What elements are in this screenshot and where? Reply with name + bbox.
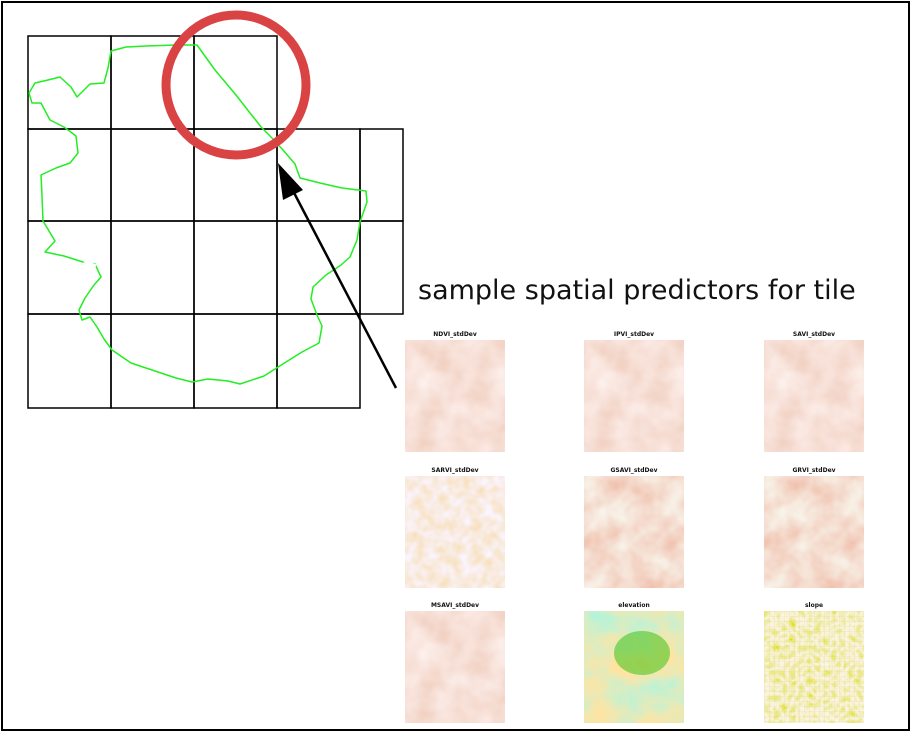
predictor-panel-title: MSAVI_stdDev: [430, 602, 480, 609]
predictor-raster: [405, 611, 505, 723]
raster-grid-overlay: [764, 611, 864, 723]
grid-tile: [193, 35, 278, 130]
predictor-panel: MSAVI_stdDev: [404, 601, 506, 723]
grid-tile: [359, 220, 404, 315]
study-area-boundary-gap: [83, 259, 97, 268]
grid-tile: [110, 220, 195, 315]
grid-tile: [110, 35, 195, 130]
grid-tile: [193, 128, 278, 222]
predictor-panel-title: elevation: [618, 602, 650, 609]
grid-tile: [276, 220, 361, 315]
predictor-panel-title: IPVI_stdDev: [613, 331, 655, 338]
predictor-raster: [584, 340, 684, 452]
predictor-raster: [764, 611, 864, 723]
predictor-panel-title: GSAVI_stdDev: [610, 467, 658, 474]
predictor-raster: [584, 611, 684, 723]
predictor-panel: SARVI_stdDev: [404, 466, 506, 588]
raster-fill: [584, 476, 684, 588]
predictor-panel: GRVI_stdDev: [763, 466, 865, 588]
predictor-panel-title: SARVI_stdDev: [431, 467, 479, 474]
raster-fill: [405, 340, 505, 452]
grid-tile: [193, 313, 278, 409]
predictor-panel: NDVI_stdDev: [404, 330, 506, 452]
grid-tile: [110, 313, 195, 409]
raster-fill: [405, 611, 505, 723]
predictor-raster: [584, 476, 684, 588]
predictor-raster: [764, 476, 864, 588]
grid-tile: [193, 220, 278, 315]
grid-tile: [110, 128, 195, 222]
raster-highland: [614, 631, 670, 675]
predictor-panel: elevation: [583, 601, 685, 723]
pointer-arrow: [278, 163, 398, 389]
predictor-raster: [764, 340, 864, 452]
raster-fill: [764, 340, 864, 452]
predictors-caption: sample spatial predictors for tile: [418, 275, 856, 306]
predictor-panel-title: NDVI_stdDev: [433, 331, 477, 338]
predictor-panel-title: GRVI_stdDev: [792, 467, 836, 474]
predictor-raster: [405, 476, 505, 588]
raster-fill: [405, 476, 505, 588]
predictor-raster: [405, 340, 505, 452]
grid-tile: [27, 220, 112, 315]
raster-fill: [584, 340, 684, 452]
predictor-panel: slope: [763, 601, 865, 723]
predictor-panel-title: SAVI_stdDev: [792, 331, 836, 338]
predictor-panel: IPVI_stdDev: [583, 330, 685, 452]
predictor-panel: SAVI_stdDev: [763, 330, 865, 452]
grid-tile: [359, 128, 404, 222]
grid-tile: [276, 313, 361, 409]
study-area-boundary: [28, 44, 368, 385]
tile-grid: [27, 35, 404, 409]
highlighted-tile-circle: [161, 10, 311, 160]
grid-tile: [27, 313, 112, 409]
predictor-panel: GSAVI_stdDev: [583, 466, 685, 588]
raster-fill: [764, 476, 864, 588]
predictor-panel-title: slope: [804, 602, 824, 609]
arrow-head: [278, 163, 303, 200]
grid-tile: [276, 128, 361, 222]
